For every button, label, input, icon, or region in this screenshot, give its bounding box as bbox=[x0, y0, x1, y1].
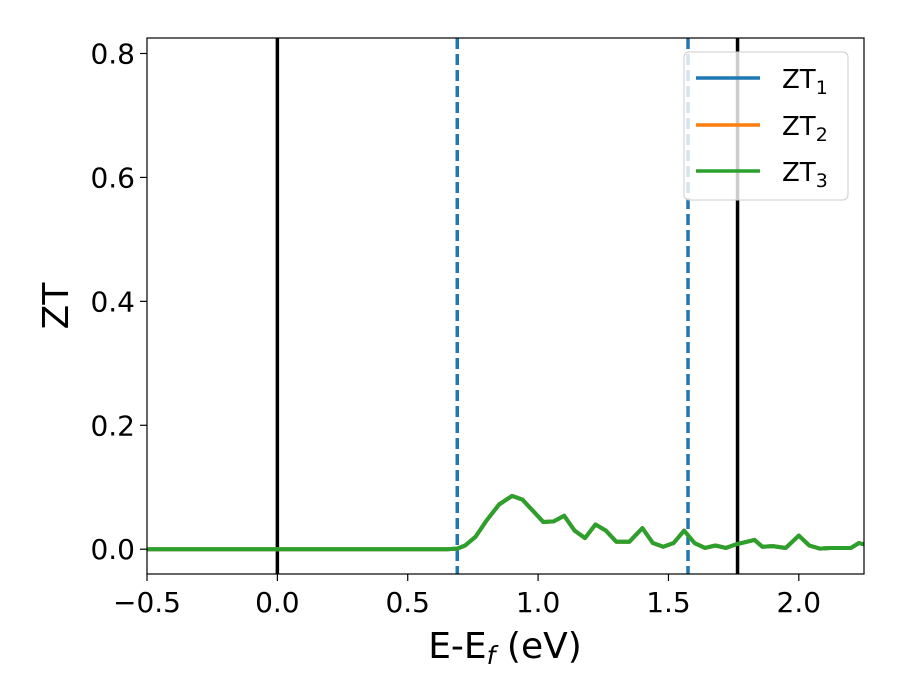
legend-label-zt1: ZT1 bbox=[782, 65, 828, 99]
legend-label-zt3: ZT3 bbox=[782, 158, 828, 192]
x-tick-label: 2.0 bbox=[777, 586, 822, 619]
y-tick-label: 0.8 bbox=[90, 37, 135, 70]
y-tick-label: 0.2 bbox=[90, 409, 135, 442]
legend: ZT1 ZT2 ZT3 bbox=[683, 51, 849, 201]
series-lines bbox=[147, 493, 864, 552]
x-axis-ticks: −0.5 0.0 0.5 1.0 1.5 2.0 bbox=[113, 574, 821, 619]
x-tick-label: 0.5 bbox=[385, 586, 430, 619]
legend-entry-zt1: ZT1 bbox=[696, 65, 828, 99]
x-tick-label: 1.5 bbox=[646, 586, 691, 619]
y-tick-label: 0.6 bbox=[90, 161, 135, 194]
plot-frame bbox=[146, 37, 865, 575]
y-axis-label: ZT bbox=[36, 282, 77, 330]
legend-box bbox=[683, 51, 849, 201]
y-tick-label: 0.0 bbox=[90, 533, 135, 566]
y-tick-label: 0.4 bbox=[90, 285, 135, 318]
y-axis-ticks: 0.0 0.2 0.4 0.6 0.8 bbox=[90, 37, 147, 566]
x-axis-label: E-Ef (eV) bbox=[428, 626, 582, 670]
x-tick-label: 1.0 bbox=[516, 586, 561, 619]
series-line-zt3 bbox=[147, 493, 864, 552]
x-tick-label: −0.5 bbox=[113, 586, 181, 619]
legend-entry-zt2: ZT2 bbox=[696, 112, 828, 146]
legend-label-zt2: ZT2 bbox=[782, 112, 828, 146]
vertical-reference-lines bbox=[275, 38, 740, 574]
legend-entry-zt3: ZT3 bbox=[696, 158, 828, 192]
x-tick-label: 0.0 bbox=[255, 586, 300, 619]
